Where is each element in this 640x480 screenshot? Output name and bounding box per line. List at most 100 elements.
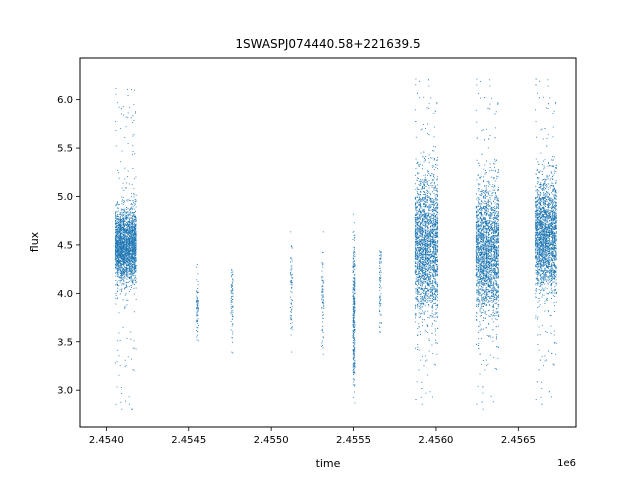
- data-point: [423, 303, 425, 305]
- data-point: [436, 202, 438, 204]
- data-point: [122, 271, 124, 273]
- data-point: [380, 256, 382, 258]
- data-point: [435, 146, 436, 148]
- data-point: [321, 342, 323, 344]
- data-point: [353, 337, 355, 339]
- data-point: [129, 256, 131, 258]
- data-point: [430, 215, 432, 217]
- data-point: [134, 266, 136, 268]
- data-point: [418, 302, 420, 304]
- data-point: [420, 180, 421, 182]
- data-point: [322, 282, 324, 284]
- data-point: [127, 267, 129, 269]
- data-point: [125, 229, 126, 231]
- data-point: [321, 299, 323, 301]
- data-point: [114, 253, 116, 255]
- data-point: [133, 263, 135, 265]
- data-point: [425, 241, 426, 243]
- data-point: [352, 231, 354, 233]
- data-point: [422, 266, 424, 268]
- data-point: [427, 227, 428, 229]
- data-point: [115, 251, 116, 253]
- data-point: [418, 193, 420, 195]
- data-point: [126, 304, 128, 306]
- data-point: [132, 283, 134, 285]
- data-point: [232, 341, 233, 343]
- data-point: [133, 258, 135, 260]
- data-point: [120, 270, 122, 271]
- data-point: [124, 257, 125, 259]
- data-point: [124, 235, 126, 237]
- data-point: [130, 217, 132, 219]
- data-point: [130, 264, 132, 266]
- data-point: [434, 269, 436, 271]
- data-point: [428, 350, 430, 352]
- data-point: [116, 290, 118, 292]
- data-point: [379, 259, 381, 261]
- data-point: [430, 185, 432, 187]
- data-point: [428, 277, 430, 279]
- data-point: [353, 350, 355, 352]
- data-point: [130, 331, 132, 333]
- data-point: [431, 292, 433, 294]
- data-point: [352, 332, 354, 334]
- data-point: [420, 229, 421, 231]
- data-point: [427, 190, 428, 192]
- data-point: [418, 204, 420, 206]
- data-point: [117, 243, 119, 245]
- data-point: [123, 239, 125, 241]
- data-point: [124, 248, 126, 250]
- data-point: [122, 268, 124, 270]
- data-point: [124, 210, 126, 212]
- data-point: [428, 289, 430, 291]
- data-point: [115, 251, 117, 253]
- data-point: [425, 273, 427, 275]
- data-point: [135, 265, 137, 267]
- data-point: [323, 306, 325, 308]
- data-point: [118, 256, 120, 258]
- data-point: [133, 214, 135, 216]
- data-point: [354, 402, 356, 404]
- data-point: [131, 253, 133, 255]
- data-point: [126, 257, 128, 259]
- data-point: [322, 290, 324, 292]
- data-point: [116, 252, 118, 254]
- data-point: [197, 327, 199, 329]
- data-point: [124, 261, 126, 263]
- data-point: [353, 340, 355, 342]
- data-point: [415, 202, 417, 204]
- data-point: [126, 270, 128, 272]
- data-point: [420, 206, 422, 207]
- data-point: [420, 301, 422, 302]
- data-point: [291, 268, 293, 270]
- data-point: [123, 218, 125, 220]
- data-point: [422, 325, 424, 326]
- data-point: [420, 275, 422, 277]
- data-point: [122, 234, 124, 236]
- data-point: [125, 223, 127, 225]
- data-point: [434, 296, 436, 298]
- data-point: [435, 283, 437, 285]
- data-point: [434, 312, 436, 314]
- data-point: [198, 308, 199, 310]
- data-point: [420, 231, 422, 232]
- data-point: [419, 276, 420, 278]
- data-point: [124, 214, 126, 216]
- data-point: [352, 363, 354, 365]
- data-point: [121, 250, 123, 252]
- data-point: [430, 205, 432, 207]
- data-point: [126, 227, 127, 229]
- data-point: [431, 275, 433, 277]
- data-point: [120, 251, 122, 253]
- data-point: [120, 263, 121, 265]
- data-point: [131, 408, 132, 410]
- data-point: [422, 299, 424, 301]
- data-point: [124, 253, 126, 255]
- data-point: [436, 265, 438, 267]
- data-point: [428, 285, 430, 287]
- data-point: [125, 269, 127, 271]
- data-point: [128, 246, 130, 248]
- data-point: [119, 211, 121, 213]
- data-point: [428, 227, 430, 229]
- data-point: [133, 237, 135, 238]
